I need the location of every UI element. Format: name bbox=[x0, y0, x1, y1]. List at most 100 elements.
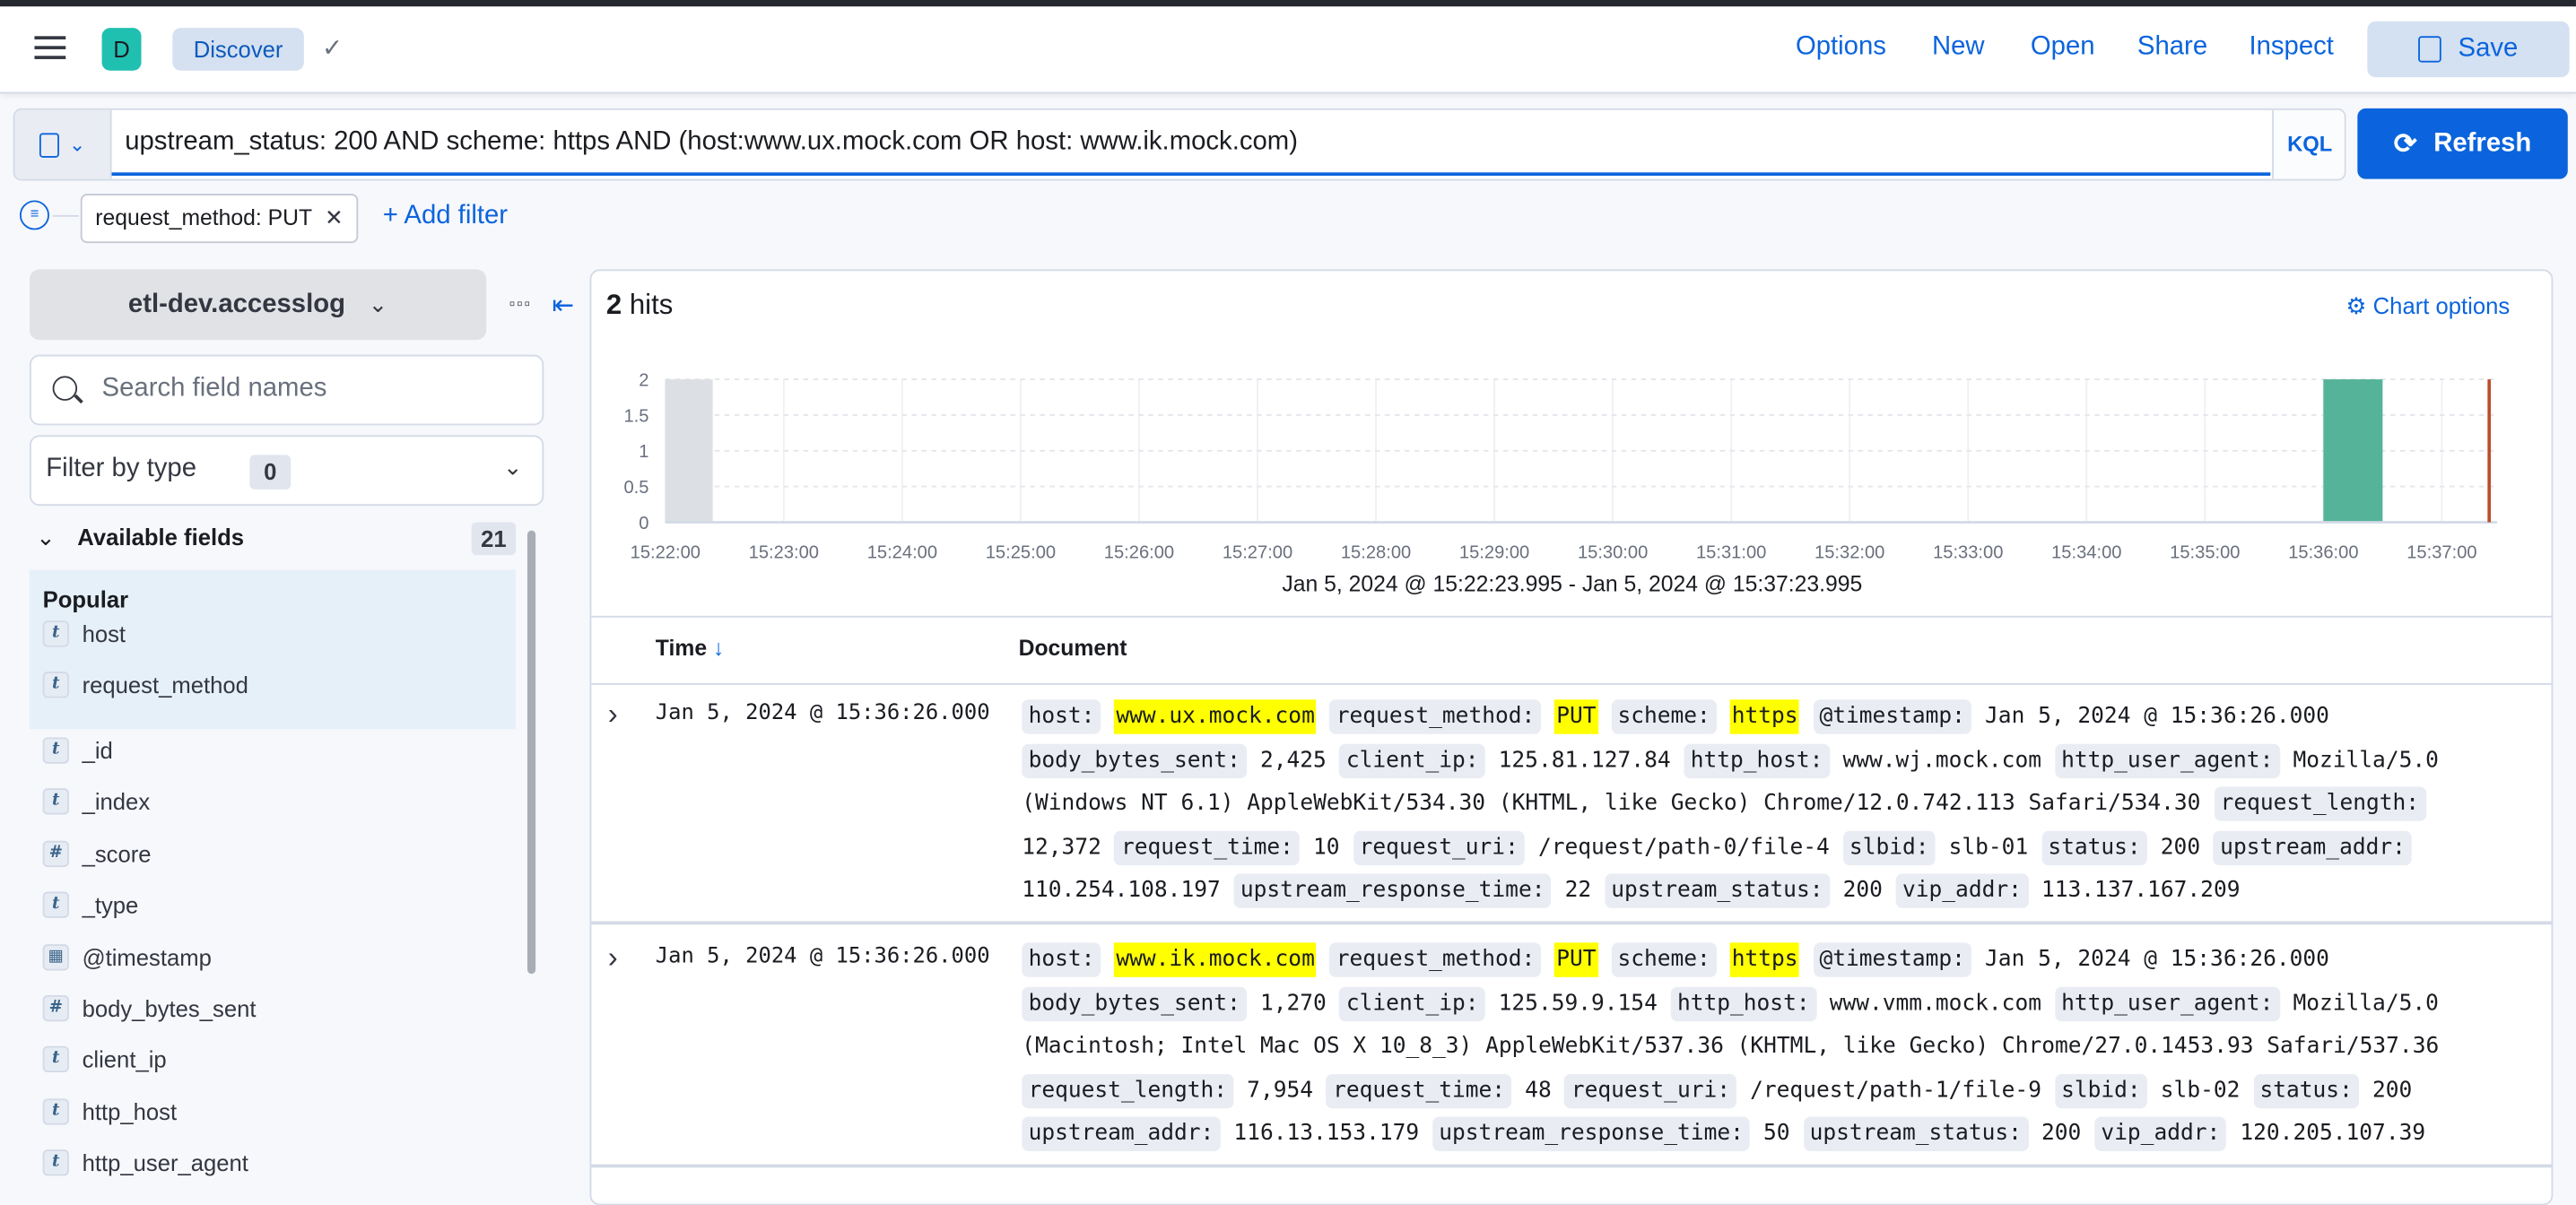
field-key: http_user_agent: bbox=[2054, 985, 2280, 1021]
x-tick-label: 15:24:00 bbox=[867, 543, 937, 563]
histogram-chart[interactable]: 15:22:00 15:23:00 15:24:00 15:25:00 15:26:00… bbox=[591, 353, 2546, 567]
field-name: _id bbox=[82, 737, 113, 764]
collapse-sidebar-icon[interactable]: ⇤ bbox=[552, 292, 574, 321]
string-type-icon: t bbox=[42, 672, 69, 698]
number-type-icon: # bbox=[42, 994, 69, 1022]
refresh-button[interactable]: ⟳ Refresh bbox=[2357, 108, 2568, 179]
expand-row-icon[interactable]: › bbox=[607, 941, 618, 975]
divider bbox=[52, 214, 79, 217]
sidebar-scrollbar[interactable] bbox=[527, 530, 536, 975]
x-tick-label: 15:28:00 bbox=[1341, 543, 1411, 563]
saved-query-button[interactable]: ⌄ bbox=[14, 109, 112, 179]
breadcrumb-discover[interactable]: Discover bbox=[172, 28, 304, 71]
options-link[interactable]: Options bbox=[1795, 32, 1886, 61]
share-link[interactable]: Share bbox=[2137, 32, 2208, 61]
save-query-icon bbox=[39, 132, 59, 157]
hits-label: hits bbox=[622, 289, 674, 321]
field-value: 200 bbox=[2371, 1078, 2413, 1103]
field-search-input[interactable]: Search field names bbox=[29, 354, 544, 426]
menu-icon[interactable] bbox=[34, 36, 66, 59]
sidebar-field-index[interactable]: t _index bbox=[42, 785, 151, 819]
field-key: request_uri: bbox=[1353, 829, 1526, 865]
sidebar-field-type[interactable]: t _type bbox=[42, 889, 138, 922]
field-key: upstream_response_time: bbox=[1432, 1116, 1751, 1151]
field-value: 116.13.153.179 bbox=[1233, 1121, 1420, 1147]
sidebar-field-request-method[interactable]: t request_method bbox=[42, 668, 248, 701]
sidebar-field-timestamp[interactable]: ▦ @timestamp bbox=[42, 941, 212, 974]
field-key: upstream_addr: bbox=[1022, 1116, 1221, 1151]
kql-toggle[interactable]: KQL bbox=[2272, 109, 2345, 179]
string-type-icon: t bbox=[42, 788, 69, 816]
filter-by-type-dropdown[interactable]: Filter by type 0 ⌄ bbox=[29, 435, 544, 507]
space-avatar[interactable]: D bbox=[101, 28, 142, 71]
filter-pill[interactable]: request_method: PUT ✕ bbox=[80, 194, 359, 244]
query-input[interactable]: upstream_status: 200 AND scheme: https A… bbox=[111, 110, 2271, 176]
chevron-down-icon: ⌄ bbox=[68, 133, 86, 157]
column-time[interactable]: Time ↓ bbox=[656, 636, 725, 660]
row-time: Jan 5, 2024 @ 15:36:26.000 bbox=[655, 701, 990, 726]
field-value: /request/path-1/file-9 bbox=[1750, 1078, 2041, 1103]
field-value: 10 bbox=[1313, 835, 1340, 860]
new-link[interactable]: New bbox=[1931, 32, 1985, 61]
histogram-bar bbox=[2323, 379, 2383, 523]
sidebar-field-http-host[interactable]: t http_host bbox=[42, 1095, 177, 1128]
sort-down-icon[interactable]: ↓ bbox=[712, 635, 725, 661]
field-key: slbid: bbox=[2054, 1072, 2148, 1108]
field-name: _index bbox=[82, 788, 151, 816]
sidebar-field-host[interactable]: t host bbox=[42, 618, 126, 651]
sidebar-field-body-bytes-sent[interactable]: # body_bytes_sent bbox=[42, 992, 256, 1025]
open-link[interactable]: Open bbox=[2030, 32, 2095, 61]
y-tick-label: 0.5 bbox=[623, 478, 648, 498]
field-value: 48 bbox=[1525, 1078, 1552, 1103]
inspect-link[interactable]: Inspect bbox=[2249, 32, 2334, 61]
field-key: http_user_agent: bbox=[2054, 742, 2280, 778]
sidebar-field-score[interactable]: # _score bbox=[42, 837, 152, 871]
expand-row-icon[interactable]: › bbox=[607, 698, 618, 732]
index-pattern-label: etl-dev.accesslog bbox=[127, 290, 346, 318]
table-header bbox=[591, 615, 2552, 685]
close-icon[interactable]: ✕ bbox=[325, 204, 344, 230]
chevron-down-icon: ⌄ bbox=[36, 524, 56, 550]
string-type-icon: t bbox=[42, 891, 69, 919]
field-value: 50 bbox=[1762, 1121, 1790, 1147]
popular-title: Popular bbox=[42, 585, 129, 613]
save-button[interactable]: Save bbox=[2367, 21, 2570, 78]
gear-icon: ⚙ bbox=[2345, 292, 2367, 319]
highlighted-value: www.ux.mock.com bbox=[1114, 699, 1317, 734]
field-name: host bbox=[82, 620, 126, 647]
field-value: 200 bbox=[2041, 1121, 2082, 1147]
string-type-icon: t bbox=[42, 620, 69, 647]
x-tick-label: 15:34:00 bbox=[2051, 543, 2121, 563]
check-icon: ✓ bbox=[321, 34, 344, 63]
refresh-icon: ⟳ bbox=[2393, 126, 2417, 159]
sidebar-field-http-user-agent[interactable]: t http_user_agent bbox=[42, 1147, 248, 1180]
field-key: upstream_addr: bbox=[2213, 829, 2413, 865]
more-options-icon[interactable]: ▫▫▫ bbox=[509, 295, 532, 314]
field-key: host: bbox=[1022, 699, 1101, 734]
available-fields-toggle[interactable]: ⌄ Available fields bbox=[36, 524, 244, 551]
sidebar-field-client-ip[interactable]: t client_ip bbox=[42, 1044, 167, 1077]
y-tick-label: 1 bbox=[639, 442, 648, 462]
row-time: Jan 5, 2024 @ 15:36:26.000 bbox=[655, 944, 990, 969]
x-tick-label: 15:31:00 bbox=[1696, 543, 1766, 563]
sidebar-field-id[interactable]: t _id bbox=[42, 734, 113, 767]
field-key: http_host: bbox=[1670, 985, 1816, 1021]
number-type-icon: # bbox=[42, 840, 69, 867]
index-pattern-selector[interactable]: etl-dev.accesslog ⌄ bbox=[29, 269, 487, 341]
available-fields-label: Available fields bbox=[77, 524, 245, 550]
x-tick-label: 15:26:00 bbox=[1104, 543, 1174, 563]
add-filter-button[interactable]: + Add filter bbox=[382, 202, 509, 230]
field-key: request_length: bbox=[1022, 1072, 1234, 1108]
table-row bbox=[591, 924, 2552, 1168]
filter-menu-icon[interactable]: ≡ bbox=[19, 200, 49, 230]
field-value: 22 bbox=[1564, 878, 1592, 904]
hits-count: 2 hits bbox=[606, 289, 673, 322]
chart-options-button[interactable]: ⚙ Chart options bbox=[2346, 292, 2511, 320]
results-panel bbox=[589, 269, 2554, 1205]
field-name: client_ip bbox=[82, 1046, 167, 1073]
calendar-icon: ▦ bbox=[42, 943, 69, 970]
column-time-label: Time bbox=[655, 635, 708, 661]
column-document: Document bbox=[1018, 635, 1127, 661]
field-key: request_uri: bbox=[1564, 1072, 1737, 1108]
field-key: client_ip: bbox=[1339, 742, 1485, 778]
